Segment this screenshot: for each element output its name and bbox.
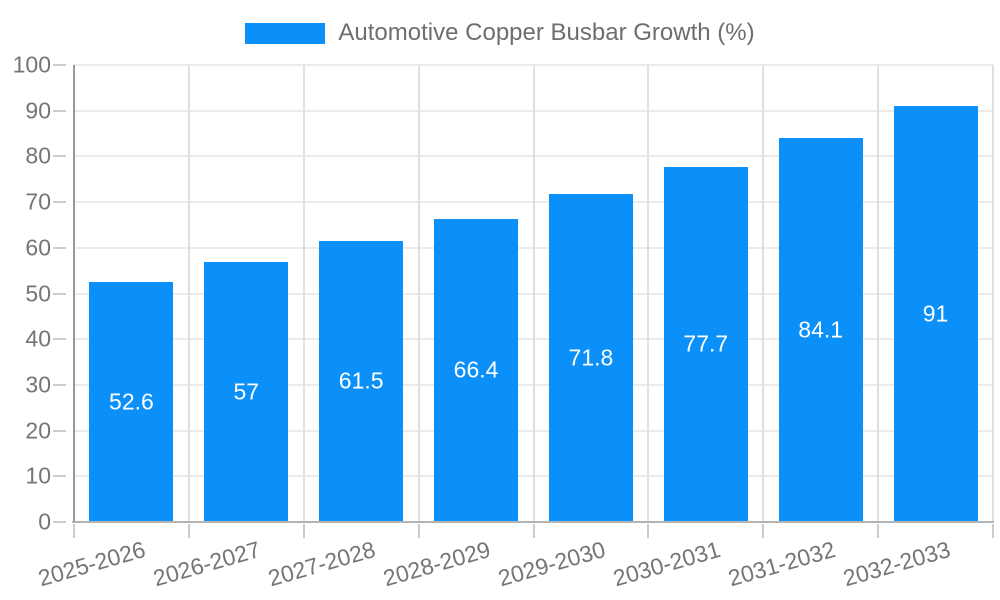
y-tick-label: 40 <box>25 325 51 352</box>
y-axis-line <box>73 65 75 523</box>
gridline-vertical <box>532 65 535 522</box>
y-tick-mark <box>53 155 66 158</box>
bar-2031-2032[interactable]: 84.1 <box>778 137 863 522</box>
bar-2030-2031[interactable]: 77.7 <box>663 166 748 522</box>
x-tick-label: 2025-2026 <box>35 536 149 592</box>
gridline-vertical <box>992 65 994 522</box>
y-tick-label: 0 <box>38 508 51 535</box>
gridline-vertical <box>302 65 305 522</box>
bar-2027-2028[interactable]: 61.5 <box>319 240 404 522</box>
gridline-vertical <box>647 65 650 522</box>
bar-value-label: 91 <box>922 300 949 327</box>
y-tick-mark <box>53 429 66 432</box>
bar-2029-2030[interactable]: 71.8 <box>548 193 633 522</box>
y-tick-label: 60 <box>25 234 51 261</box>
legend-swatch <box>245 22 326 44</box>
bar-value-label: 84.1 <box>798 316 844 343</box>
y-tick-mark <box>53 246 66 249</box>
x-tick-mark <box>187 524 190 538</box>
gridline-vertical <box>187 65 190 522</box>
x-tick-mark <box>302 524 305 538</box>
y-tick-mark <box>53 521 66 523</box>
legend-label: Automotive Copper Busbar Growth (%) <box>338 19 755 46</box>
x-tick-label: 2031-2032 <box>724 536 838 592</box>
gridline-vertical <box>417 65 420 522</box>
y-tick-mark <box>53 338 66 341</box>
y-tick-mark <box>53 383 66 386</box>
x-tick-mark <box>762 524 765 538</box>
y-tick-mark <box>53 292 66 295</box>
bar-value-label: 66.4 <box>453 356 499 383</box>
y-tick-mark <box>53 64 66 66</box>
x-tick-mark <box>73 524 75 538</box>
bar-value-label: 71.8 <box>568 344 614 371</box>
bar-2025-2026[interactable]: 52.6 <box>89 281 174 522</box>
gridline-vertical <box>762 65 765 522</box>
x-tick-label: 2028-2029 <box>380 536 494 592</box>
y-tick-mark <box>53 201 66 204</box>
y-tick-label: 50 <box>25 280 51 306</box>
x-tick-label: 2030-2031 <box>610 536 723 592</box>
x-axis-line <box>72 521 994 523</box>
x-tick-mark <box>877 524 880 538</box>
x-tick-label: 2029-2030 <box>495 536 609 592</box>
y-tick-mark <box>53 109 66 112</box>
x-tick-label: 2027-2028 <box>265 536 379 592</box>
y-tick-label: 70 <box>25 188 51 215</box>
y-tick-label: 20 <box>25 417 51 444</box>
y-tick-mark <box>53 475 66 478</box>
x-tick-label: 2026-2027 <box>150 536 264 592</box>
y-tick-label: 100 <box>12 51 51 78</box>
x-tick-label: 2032-2033 <box>839 536 953 592</box>
bar-value-label: 77.7 <box>683 330 729 357</box>
x-tick-mark <box>417 524 420 538</box>
x-tick-mark <box>532 524 535 538</box>
y-tick-label: 80 <box>25 142 51 169</box>
y-tick-label: 10 <box>25 462 51 489</box>
bar-2028-2029[interactable]: 66.4 <box>434 218 519 522</box>
plot-area: 0 10 20 30 40 50 60 70 80 90 100 2025-2026 2026-202… <box>13 52 994 591</box>
bar-2032-2033[interactable]: 91 <box>893 106 978 522</box>
x-tick-mark <box>992 524 994 538</box>
bar-value-label: 52.6 <box>109 388 154 415</box>
legend[interactable]: Automotive Copper Busbar Growth (%) <box>0 20 1000 46</box>
y-tick-label: 30 <box>25 371 51 398</box>
y-tick-label: 90 <box>25 97 51 124</box>
x-tick-mark <box>647 524 650 538</box>
bar-2026-2027[interactable]: 57 <box>204 261 289 522</box>
gridline-vertical <box>877 65 880 522</box>
bar-value-label: 57 <box>233 378 260 405</box>
bar-value-label: 61.5 <box>338 367 384 394</box>
